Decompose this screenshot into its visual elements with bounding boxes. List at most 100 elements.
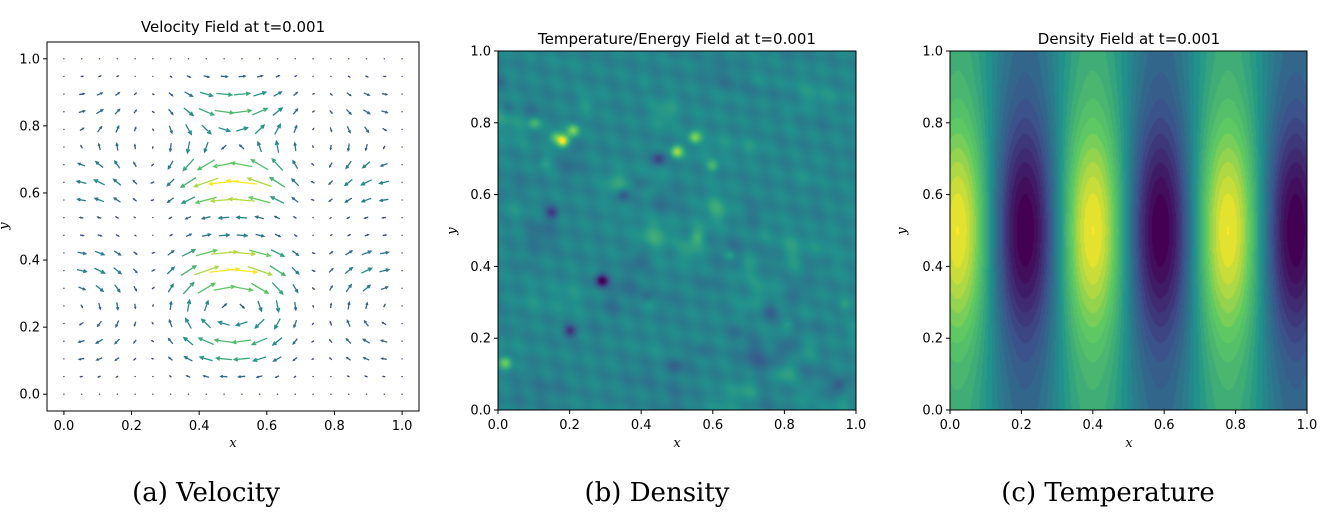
velocity-xtick-label: 0.0 xyxy=(54,419,75,434)
velocity-arrow xyxy=(194,196,217,205)
velocity-arrow xyxy=(292,159,299,170)
velocity-arrow xyxy=(401,58,403,60)
velocity-arrow xyxy=(63,128,65,131)
velocity-arrow xyxy=(271,337,283,346)
velocity-arrow xyxy=(312,127,315,131)
velocity-arrow xyxy=(252,356,267,363)
velocity-arrow xyxy=(151,286,155,290)
velocity-arrow xyxy=(166,266,176,275)
velocity-arrow xyxy=(361,267,373,274)
velocity-arrow xyxy=(231,339,252,345)
velocity-axes-frame xyxy=(46,41,420,412)
velocity-arrow xyxy=(293,375,297,378)
velocity-arrow xyxy=(401,340,403,342)
velocity-arrow xyxy=(363,92,371,96)
velocity-arrow xyxy=(347,393,350,395)
velocity-arrow xyxy=(133,143,137,150)
density-axes-frame xyxy=(949,50,1308,411)
velocity-arrow xyxy=(255,375,263,379)
velocity-arrow xyxy=(134,75,136,78)
velocity-arrow xyxy=(221,302,228,309)
energy-ticks: 0.0 0.2 0.4 0.6 0.8 1.0 0.0 0.2 0.4 0.6 0.8 1.0 xyxy=(470,45,866,434)
velocity-arrow xyxy=(197,282,216,294)
velocity-arrow xyxy=(237,375,246,379)
velocity-arrow xyxy=(150,198,155,202)
velocity-arrow xyxy=(365,393,368,395)
velocity-arrow xyxy=(274,139,280,153)
velocity-arrow xyxy=(181,249,197,257)
velocity-arrow xyxy=(345,160,352,170)
energy-ytick-label: 1.0 xyxy=(470,45,491,60)
velocity-arrow xyxy=(401,128,403,131)
velocity-arrow xyxy=(151,251,156,255)
velocity-arrow xyxy=(63,58,65,60)
velocity-arrow xyxy=(186,298,192,312)
velocity-arrow xyxy=(328,198,333,203)
energy-xtick-label: 0.2 xyxy=(559,418,580,433)
velocity-arrow xyxy=(114,284,121,294)
velocity-arrow xyxy=(401,164,403,166)
velocity-arrow xyxy=(192,177,219,188)
velocity-arrow xyxy=(97,234,103,237)
velocity-arrow xyxy=(150,163,155,167)
velocity-arrow xyxy=(290,177,300,187)
velocity-arrow xyxy=(344,197,353,203)
velocity-arrow xyxy=(134,58,136,60)
velocity-arrow xyxy=(195,248,219,257)
velocity-arrow xyxy=(96,375,101,378)
velocity-ytick-label: 0.2 xyxy=(19,321,40,336)
velocity-arrow xyxy=(114,338,121,345)
velocity-arrow xyxy=(380,357,387,361)
velocity-arrow xyxy=(310,198,315,202)
velocity-arrow xyxy=(293,233,298,237)
velocity-arrow xyxy=(311,162,315,167)
velocity-arrow xyxy=(196,159,216,171)
velocity-arrow xyxy=(269,196,285,204)
velocity-arrow xyxy=(133,357,137,361)
velocity-arrow xyxy=(113,250,122,256)
velocity-arrow xyxy=(401,111,403,113)
velocity-arrow xyxy=(182,281,195,295)
velocity-arrow xyxy=(345,356,351,361)
velocity-arrow xyxy=(346,143,351,153)
velocity-arrow xyxy=(112,178,122,186)
velocity-arrow xyxy=(401,75,403,78)
velocity-arrow xyxy=(98,393,101,395)
velocity-arrow xyxy=(63,322,65,325)
velocity-arrow xyxy=(152,393,154,395)
velocity-arrow xyxy=(365,58,368,60)
velocity-arrow xyxy=(274,233,282,238)
velocity-arrow xyxy=(63,358,65,360)
energy-ylabel: y xyxy=(445,227,460,236)
velocity-arrow xyxy=(79,127,85,132)
velocity-arrow xyxy=(274,123,282,135)
velocity-arrow xyxy=(312,393,314,395)
velocity-arrow xyxy=(63,216,65,219)
velocity-arrow xyxy=(401,146,403,148)
velocity-arrow xyxy=(293,124,298,134)
velocity-arrow xyxy=(378,180,390,185)
density-xtick-label: 0.8 xyxy=(1225,418,1246,433)
velocity-arrow xyxy=(312,144,314,149)
velocity-arrow xyxy=(134,375,136,378)
velocity-arrow xyxy=(214,356,232,361)
velocity-arrow xyxy=(185,375,191,378)
velocity-arrow xyxy=(328,338,333,344)
velocity-arrow xyxy=(310,180,315,184)
velocity-arrow xyxy=(152,75,154,78)
velocity-arrow xyxy=(364,233,370,237)
velocity-arrow xyxy=(329,144,333,151)
velocity-arrow xyxy=(202,233,212,237)
velocity-xtick-label: 0.8 xyxy=(324,419,345,434)
velocity-arrow xyxy=(381,321,387,326)
velocity-arrow xyxy=(78,286,87,291)
velocity-arrow xyxy=(152,303,154,307)
energy-xtick-label: 0.4 xyxy=(631,418,652,433)
velocity-arrow xyxy=(133,285,138,292)
velocity-arrow xyxy=(293,301,298,312)
density-title: Density Field at t=0.001 xyxy=(1038,30,1220,48)
velocity-arrow xyxy=(170,58,172,60)
energy-title: Temperature/Energy Field at t=0.001 xyxy=(537,30,816,48)
caption-temperature: (c) Temperature xyxy=(1001,478,1215,508)
